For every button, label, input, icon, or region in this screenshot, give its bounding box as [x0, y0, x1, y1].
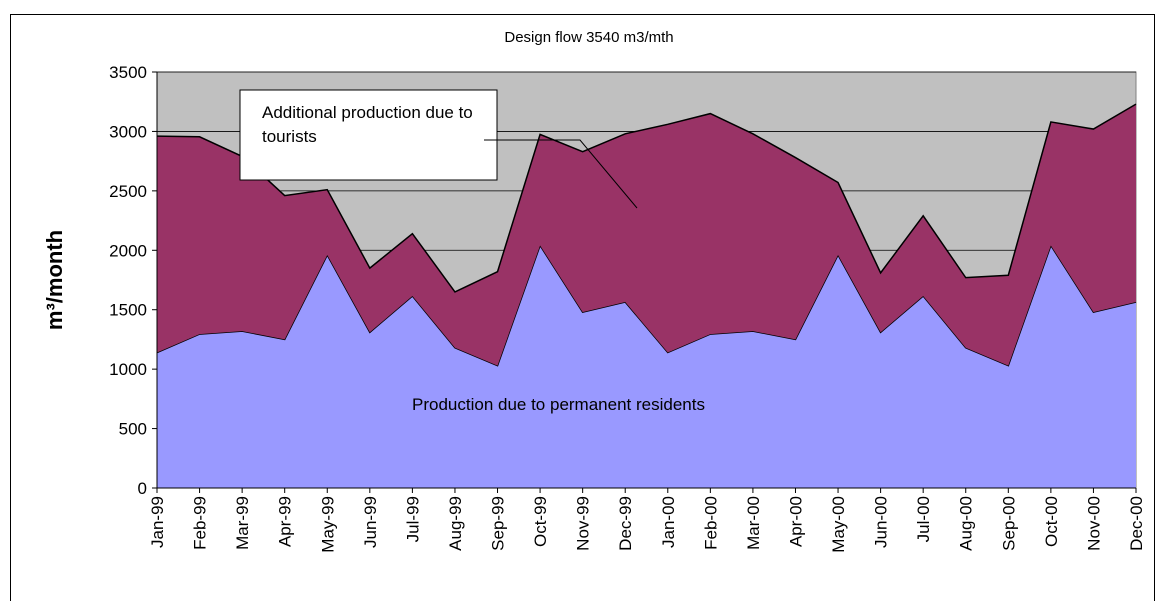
area-edge	[156, 103, 1137, 293]
x-tick-label: Aug-99	[446, 496, 465, 551]
x-tick-label: Jan-00	[659, 496, 678, 548]
y-tick-label: 2500	[109, 182, 147, 201]
y-tick-label: 3000	[109, 122, 147, 141]
y-axis-label: m³/month	[42, 230, 67, 330]
x-tick-label: Jul-99	[403, 496, 422, 542]
y-tick-label: 1500	[109, 301, 147, 320]
chart-title: Design flow 3540 m3/mth	[504, 29, 673, 46]
x-tick-label: Dec-00	[1127, 496, 1146, 551]
x-tick-label: Jun-00	[872, 496, 891, 548]
x-tick-label: Oct-99	[531, 496, 550, 547]
x-tick-label: Feb-00	[701, 496, 720, 550]
annotation: Production due to permanent residents	[412, 395, 705, 414]
x-tick-label: Dec-99	[616, 496, 635, 551]
annotation-box	[239, 89, 498, 181]
x-tick-label: May-99	[318, 496, 337, 553]
x-tick-label: Jun-99	[361, 496, 380, 548]
x-tick-label: Jul-00	[914, 496, 933, 542]
x-tick-label: Nov-00	[1084, 496, 1103, 551]
annotation: Additional production due to tourists	[262, 103, 473, 146]
x-tick-label: May-00	[829, 496, 848, 553]
x-tick-label: Feb-99	[191, 496, 210, 550]
x-tick-label: Apr-00	[786, 496, 805, 547]
x-tick-label: Oct-00	[1042, 496, 1061, 547]
x-tick-label: Mar-00	[744, 496, 763, 550]
area	[157, 245, 1136, 488]
x-tick-label: Sep-99	[489, 496, 508, 551]
x-tick-label: Sep-00	[999, 496, 1018, 551]
x-tick-label: Nov-99	[574, 496, 593, 551]
x-tick-label: Mar-99	[233, 496, 252, 550]
y-tick-label: 1000	[109, 360, 147, 379]
y-tick-label: 3500	[109, 63, 147, 82]
x-tick-label: Aug-00	[957, 496, 976, 551]
y-tick-label: 500	[119, 420, 147, 439]
y-tick-label: 2000	[109, 241, 147, 260]
area	[157, 104, 1136, 366]
x-tick-label: Jan-99	[148, 496, 167, 548]
y-tick-label: 0	[138, 479, 147, 498]
annotation-pointer	[484, 139, 638, 209]
x-tick-label: Apr-99	[276, 496, 295, 547]
